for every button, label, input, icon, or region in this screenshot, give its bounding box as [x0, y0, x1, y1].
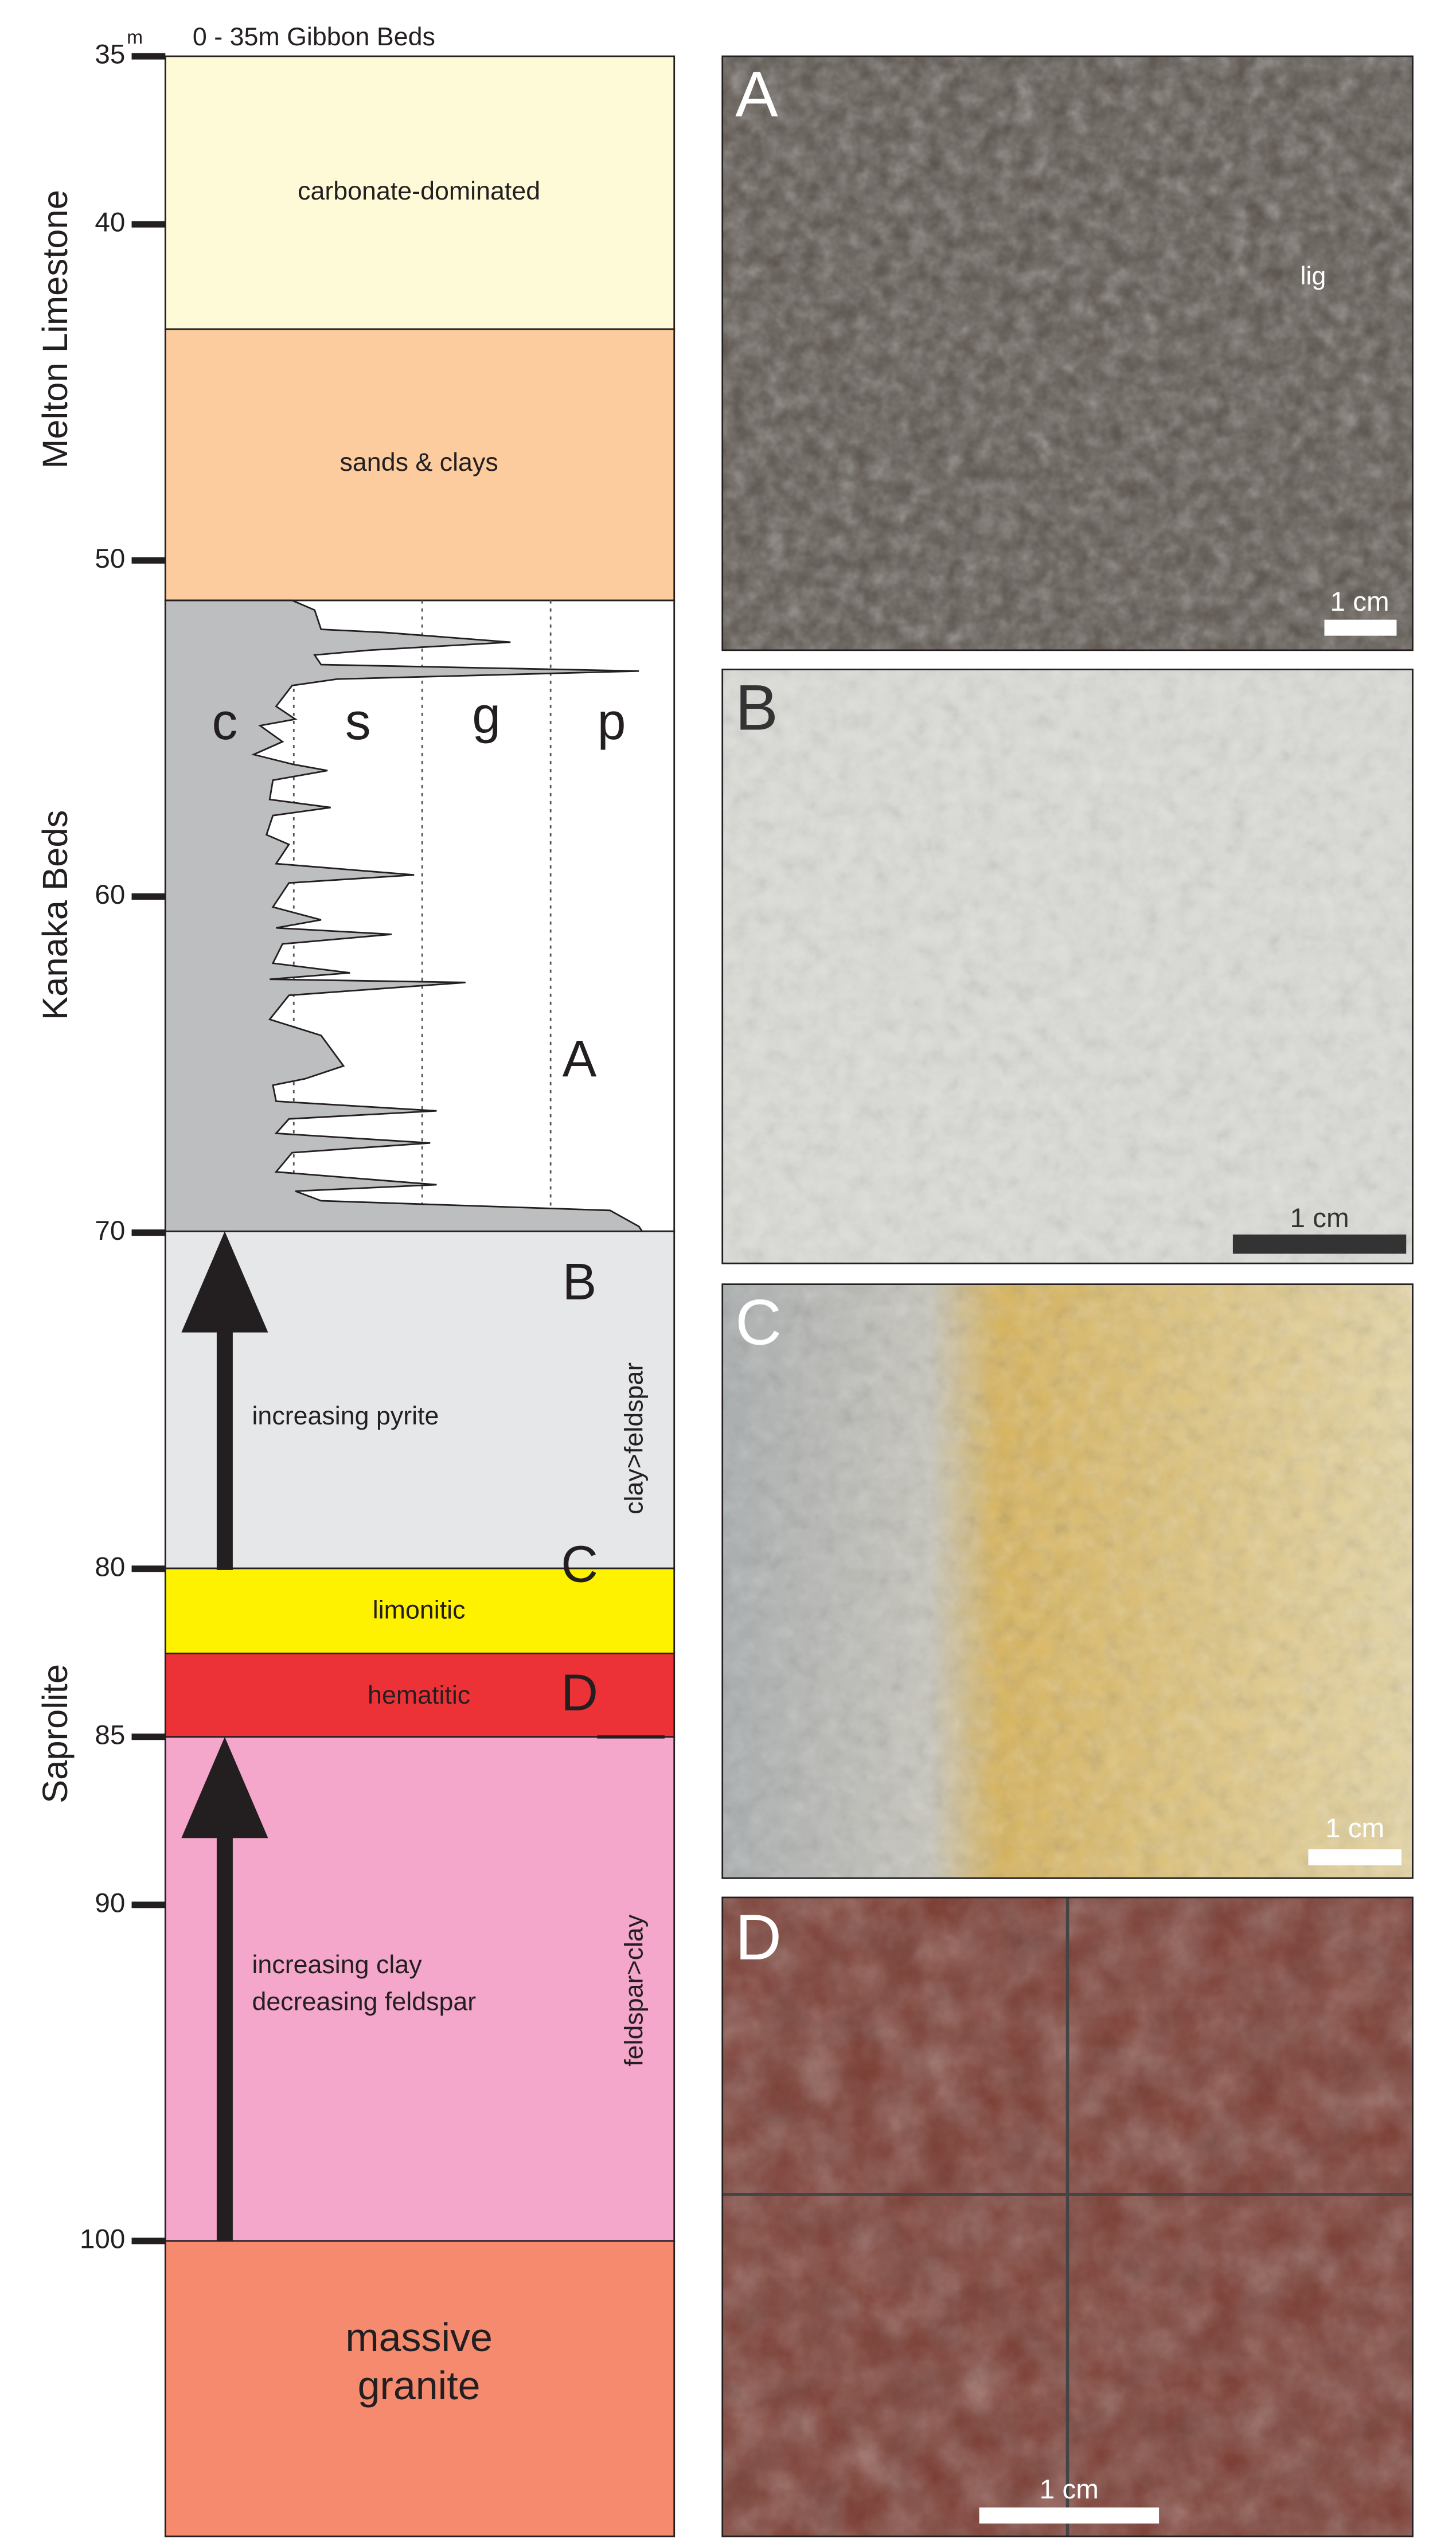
tick-label: 50 [95, 544, 125, 574]
arrow-head [181, 1737, 268, 1838]
photo-texture [722, 669, 1413, 1264]
photo-annotation: lig [1300, 261, 1326, 290]
tick-label: 85 [95, 1720, 125, 1750]
photo-texture [722, 56, 1413, 650]
photo-frame [721, 1283, 1414, 1879]
tick-label: 70 [95, 1216, 125, 1246]
layer [164, 2240, 676, 2537]
layer-label: granite [358, 2363, 481, 2408]
unit-name: Melton Limestone [36, 190, 75, 468]
photo-c: C 1 cm [721, 1283, 1414, 1879]
arrow-shaft [216, 1316, 233, 1570]
scale-label: 1 cm [1330, 587, 1389, 617]
trend-label: clay>feldspar [619, 1362, 648, 1514]
unit-name: Kanaka Beds [36, 810, 75, 1020]
grain-size-curve [164, 599, 644, 1232]
photo-d: D 1 cm [721, 1896, 1414, 2537]
depth-axis: 35 40 50 60 70 80 85 90 100 [80, 40, 166, 2255]
layer-label: decreasing feldspar [252, 1988, 476, 2016]
layer-label: limonitic [373, 1595, 466, 1624]
tick-label: 40 [95, 208, 125, 238]
tick-label: 100 [80, 2224, 125, 2255]
scale-bar [979, 2507, 1160, 2524]
layer-label: increasing pyrite [252, 1401, 439, 1430]
photo-label: C [735, 1287, 782, 1358]
tick-label: 60 [95, 880, 125, 910]
arrows [181, 1231, 268, 2241]
tick-label: 80 [95, 1552, 125, 1582]
photo-frame [721, 669, 1414, 1264]
scale-bar [1324, 619, 1397, 636]
scale-bar [1232, 1234, 1407, 1254]
layer [164, 1230, 676, 1569]
layer-label: hematitic [368, 1681, 470, 1709]
arrow-shaft [216, 1822, 233, 2241]
scale-label: 1 cm [1040, 2474, 1099, 2505]
grain-label: p [598, 693, 626, 750]
tick-label: 90 [95, 1888, 125, 1918]
sample-marker: B [563, 1253, 597, 1310]
layer [164, 328, 676, 602]
photo-frame [721, 1896, 1414, 2537]
tick-label: 35 [95, 40, 125, 70]
photo-label: B [735, 672, 778, 744]
layer-label: carbonate-dominated [298, 177, 540, 205]
scale-label: 1 cm [1325, 1813, 1384, 1844]
unit-label: m [127, 27, 143, 48]
photo-a: A lig 1 cm [721, 55, 1414, 651]
layer-label: massive [345, 2315, 493, 2360]
sample-marker: D [561, 1664, 598, 1721]
layer [164, 1653, 676, 1738]
photo-label: D [735, 1901, 782, 1973]
layer-label: increasing clay [252, 1950, 422, 1979]
grain-label: c [212, 693, 238, 750]
layer-label: sands & clays [340, 448, 498, 477]
photo-frame [721, 55, 1414, 651]
scale-label: 1 cm [1290, 1203, 1349, 1233]
trend-label: feldspar>clay [619, 1914, 648, 2067]
header-note: 0 - 35m Gibbon Beds [193, 22, 435, 51]
layer [164, 1567, 676, 1654]
arrow-head [181, 1231, 268, 1333]
sample-marker: C [561, 1536, 598, 1593]
scale-bar [1308, 1849, 1402, 1865]
unit-name: Saprolite [36, 1664, 75, 1803]
photo-b: B 1 cm [721, 669, 1414, 1264]
layer [164, 55, 676, 330]
sample-marker: A [563, 1030, 597, 1087]
grain-label: s [345, 693, 371, 750]
photo-label: A [735, 58, 778, 130]
photo-texture [722, 1284, 1413, 1879]
grain-label: g [472, 686, 501, 744]
